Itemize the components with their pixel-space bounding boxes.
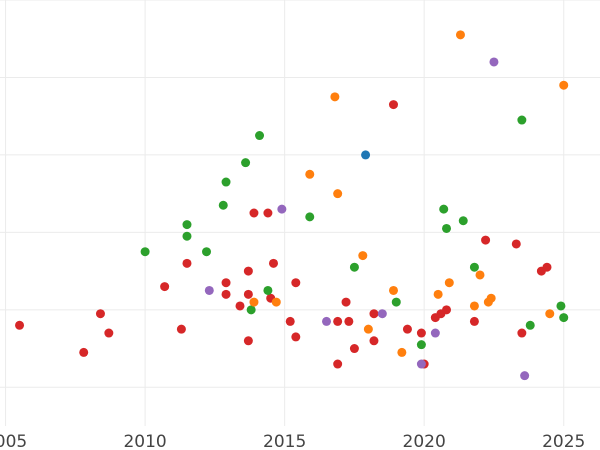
data-point-s1-19 xyxy=(525,320,535,330)
data-point-s2-4 xyxy=(333,189,343,199)
data-point-s3-2 xyxy=(322,316,332,326)
data-point-s0-25 xyxy=(369,336,379,346)
data-point-s3-3 xyxy=(377,309,387,319)
data-point-s0-24 xyxy=(349,344,359,354)
x-tick-label-4: 2025 xyxy=(542,432,585,450)
data-point-s2-2 xyxy=(305,169,315,179)
data-point-s2-6 xyxy=(363,324,373,334)
data-point-s1-0 xyxy=(140,247,150,257)
data-point-s1-9 xyxy=(263,285,273,295)
data-point-s3-7 xyxy=(520,371,530,381)
data-point-s0-37 xyxy=(517,328,527,338)
data-point-s1-5 xyxy=(221,177,231,187)
data-point-s0-39 xyxy=(542,262,552,272)
data-point-s0-11 xyxy=(243,289,253,299)
data-point-s0-14 xyxy=(263,208,273,218)
data-point-s1-6 xyxy=(241,158,251,168)
data-point-s0-27 xyxy=(388,100,398,110)
data-point-s3-1 xyxy=(277,204,287,214)
x-tick-label-1: 2010 xyxy=(123,432,166,450)
data-point-s4-0 xyxy=(361,150,371,160)
data-point-s2-16 xyxy=(545,309,555,319)
data-point-s0-22 xyxy=(341,297,351,307)
data-point-s0-29 xyxy=(416,328,426,338)
data-point-s1-10 xyxy=(305,212,315,222)
data-point-s2-1 xyxy=(271,297,281,307)
data-point-s0-26 xyxy=(369,309,379,319)
data-point-s0-16 xyxy=(268,258,278,268)
data-point-s0-4 xyxy=(160,282,170,292)
data-point-s0-10 xyxy=(243,336,253,346)
data-point-s2-5 xyxy=(358,251,368,261)
data-point-s0-20 xyxy=(333,359,343,369)
x-tick-label-3: 2020 xyxy=(403,432,446,450)
data-point-s1-4 xyxy=(218,200,228,210)
data-point-s0-6 xyxy=(182,258,192,268)
data-point-s1-12 xyxy=(391,297,401,307)
data-point-s1-8 xyxy=(246,305,256,315)
data-point-s0-21 xyxy=(333,316,343,326)
x-tick-label-2: 2015 xyxy=(263,432,306,450)
data-point-s3-0 xyxy=(204,285,214,295)
data-point-s2-9 xyxy=(433,289,443,299)
data-point-s0-8 xyxy=(221,289,231,299)
data-point-s0-23 xyxy=(344,316,354,326)
data-point-s2-8 xyxy=(397,347,407,357)
data-point-s0-28 xyxy=(402,324,412,334)
data-point-s1-16 xyxy=(458,216,468,226)
data-point-s0-36 xyxy=(511,239,521,249)
data-point-s2-13 xyxy=(475,270,485,280)
data-point-s1-18 xyxy=(517,115,527,125)
data-point-s2-3 xyxy=(330,92,340,102)
data-point-s0-34 xyxy=(469,316,479,326)
data-point-s0-2 xyxy=(95,309,105,319)
x-tick-label-0: 2005 xyxy=(0,432,27,450)
data-point-s3-5 xyxy=(430,328,440,338)
data-point-s1-2 xyxy=(182,231,192,241)
data-point-s3-6 xyxy=(489,57,499,67)
data-point-s0-33 xyxy=(442,305,452,315)
data-point-s1-14 xyxy=(439,204,449,214)
x-axis-ticks: 2005 2010 2015 2020 2025 xyxy=(0,432,585,450)
data-point-s2-17 xyxy=(559,80,569,90)
data-point-s0-17 xyxy=(285,316,295,326)
data-point-s0-9 xyxy=(235,301,245,311)
data-point-s1-1 xyxy=(182,220,192,230)
data-point-s2-11 xyxy=(455,30,465,40)
data-point-s0-0 xyxy=(15,320,25,330)
data-point-s2-15 xyxy=(486,293,496,303)
data-point-s2-10 xyxy=(444,278,454,288)
data-point-s1-20 xyxy=(556,301,566,311)
data-point-s0-35 xyxy=(481,235,491,245)
data-point-s0-7 xyxy=(221,278,231,288)
data-point-s0-3 xyxy=(104,328,114,338)
data-point-s1-7 xyxy=(255,131,265,141)
data-point-s2-0 xyxy=(249,297,259,307)
data-point-s3-4 xyxy=(416,359,426,369)
data-point-s0-13 xyxy=(249,208,259,218)
data-point-s1-17 xyxy=(469,262,479,272)
data-point-s1-13 xyxy=(416,340,426,350)
data-point-s1-11 xyxy=(349,262,359,272)
data-point-s1-15 xyxy=(442,223,452,233)
data-point-s0-19 xyxy=(291,332,301,342)
data-point-s1-3 xyxy=(202,247,212,257)
data-point-s0-5 xyxy=(176,324,186,334)
data-points xyxy=(15,30,569,381)
data-point-s2-7 xyxy=(388,285,398,295)
data-point-s0-12 xyxy=(243,266,253,276)
data-point-s2-12 xyxy=(469,301,479,311)
data-point-s0-18 xyxy=(291,278,301,288)
data-point-s1-21 xyxy=(559,313,569,323)
data-point-s0-1 xyxy=(79,347,89,357)
